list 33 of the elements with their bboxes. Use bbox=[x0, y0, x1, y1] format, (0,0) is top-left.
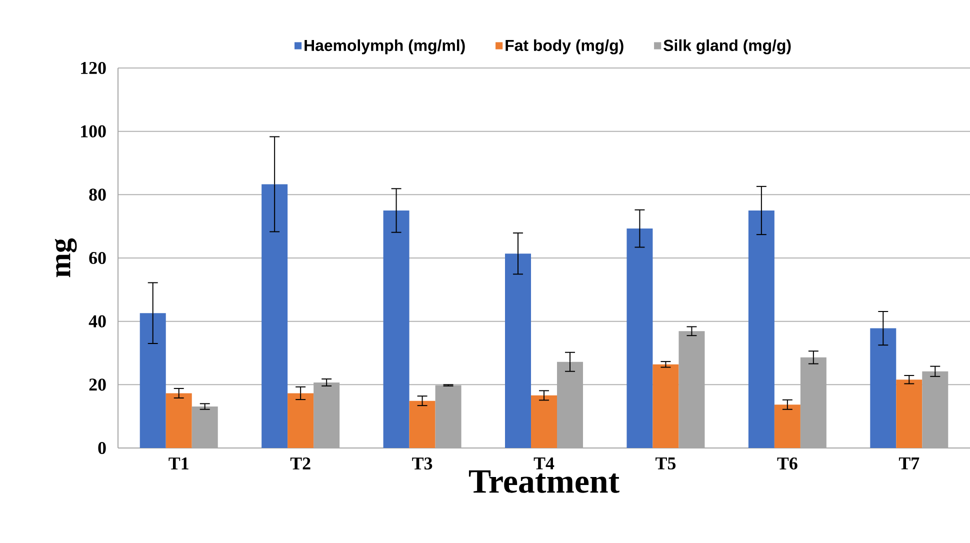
x-tick-label: T7 bbox=[898, 457, 920, 470]
legend-label: Haemolymph (mg/ml) bbox=[304, 39, 465, 54]
bar bbox=[626, 228, 653, 448]
bar bbox=[531, 395, 558, 448]
x-tick-label: T4 bbox=[534, 457, 554, 470]
y-tick-label: 100 bbox=[81, 125, 106, 138]
x-tick-label: T3 bbox=[412, 457, 432, 470]
bar bbox=[896, 380, 922, 448]
y-tick-label: 120 bbox=[81, 62, 106, 74]
y-tick-label: 20 bbox=[89, 378, 106, 391]
x-tick-label: T2 bbox=[290, 457, 310, 470]
x-axis-title: Treatment bbox=[468, 470, 620, 493]
bar bbox=[409, 400, 436, 448]
x-tick-label: T5 bbox=[656, 457, 676, 470]
y-axis-title: mg bbox=[54, 238, 77, 278]
y-tick-label: 60 bbox=[89, 252, 106, 264]
y-tick-label: 80 bbox=[89, 188, 106, 201]
legend-label: Fat body (mg/g) bbox=[506, 39, 624, 54]
x-tick-label: T1 bbox=[168, 457, 188, 470]
bar bbox=[262, 184, 288, 448]
bar bbox=[748, 210, 774, 448]
bar bbox=[505, 254, 532, 448]
bar bbox=[870, 328, 896, 448]
bar bbox=[140, 313, 166, 448]
bar bbox=[166, 393, 192, 448]
bar bbox=[288, 393, 314, 448]
legend-label: Silk gland (mg/g) bbox=[664, 39, 791, 54]
bar bbox=[774, 404, 800, 448]
bar bbox=[652, 364, 679, 448]
bar bbox=[383, 210, 410, 448]
x-tick-label: T6 bbox=[777, 457, 798, 470]
y-tick-label: 0 bbox=[98, 442, 106, 454]
y-tick-label: 40 bbox=[88, 315, 106, 328]
